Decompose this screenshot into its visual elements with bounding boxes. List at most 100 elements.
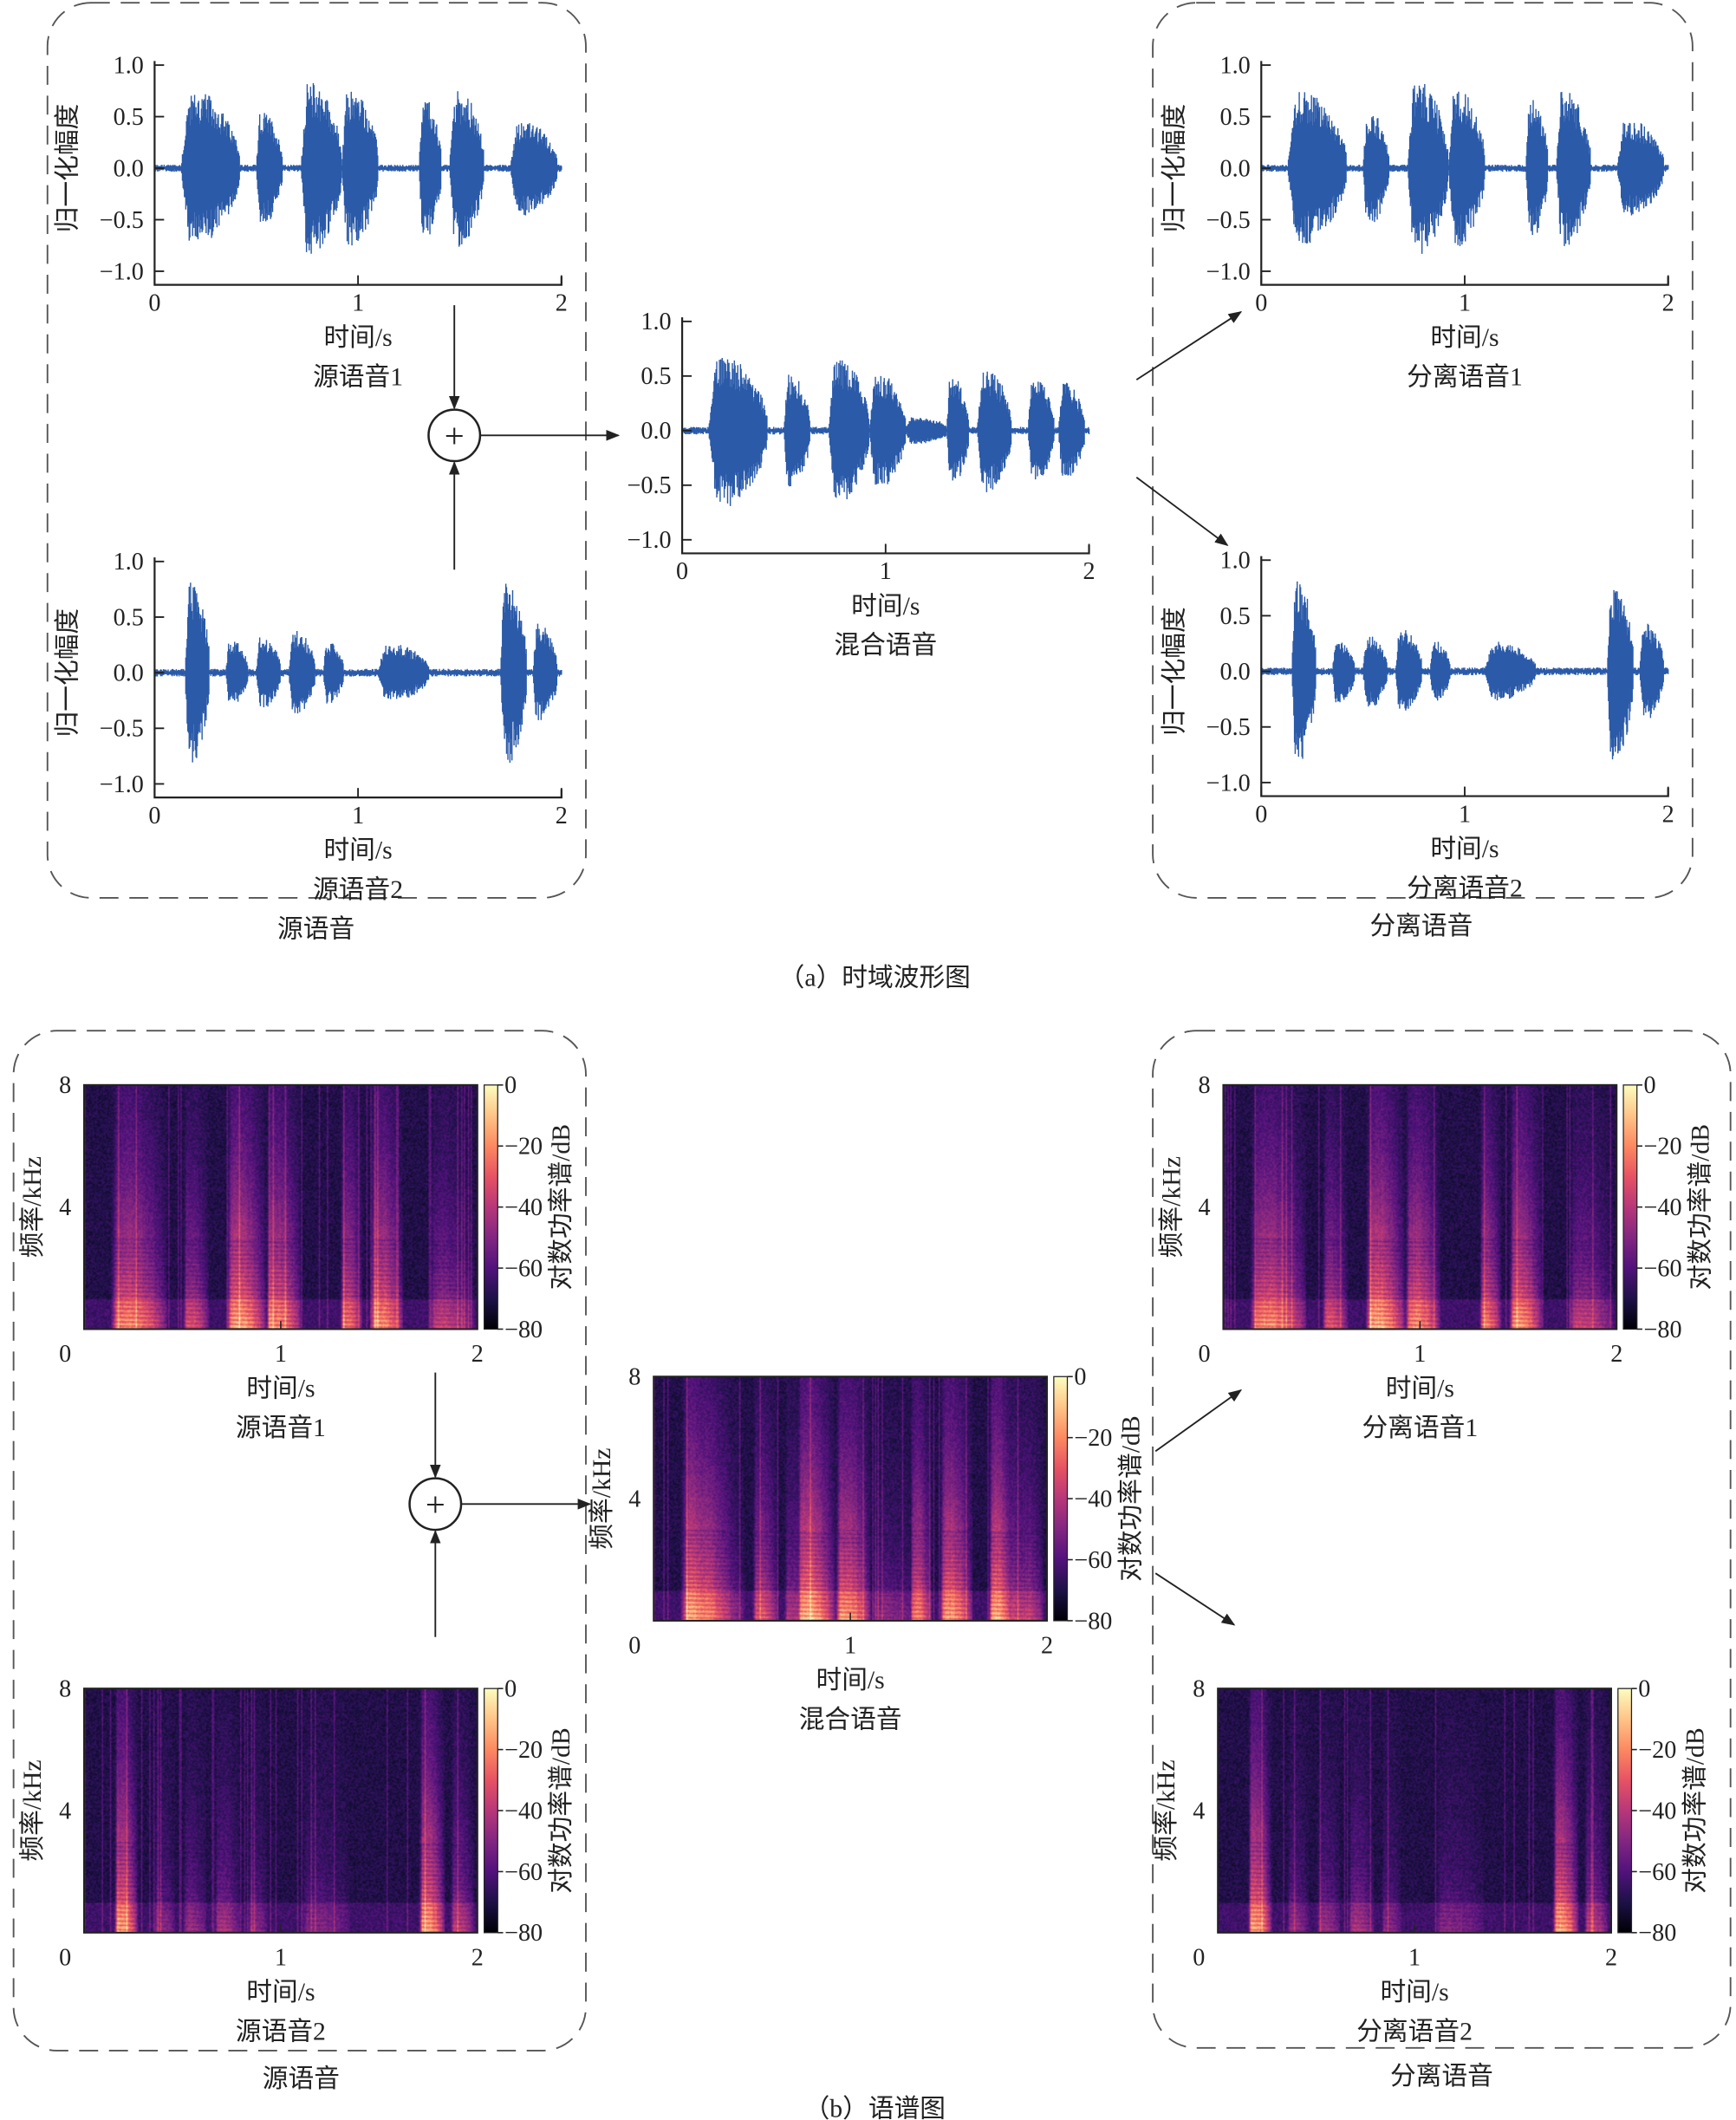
x-tick-label: 2 bbox=[471, 1944, 484, 1971]
panels: 1.00.50.0−0.5−1.00 1 2时间/s源语音1归一化幅度1.00.50… bbox=[18, 52, 1715, 2045]
x-tick-label: 0 bbox=[676, 558, 688, 585]
x-tick-label: 0 bbox=[59, 1341, 71, 1368]
x-axis-label: 时间/s bbox=[1430, 323, 1499, 352]
y-tick-label: 1.0 bbox=[1220, 52, 1251, 79]
source-group-box-b bbox=[12, 1030, 587, 2052]
x-tick-label: 1 bbox=[275, 1944, 287, 1971]
x-tick-label: 2 bbox=[1662, 801, 1674, 828]
colorbar bbox=[484, 1688, 498, 1934]
spectrogram-image bbox=[84, 1084, 478, 1330]
x-axis-label: 时间/s bbox=[323, 836, 392, 865]
colorbar-tick-label: −20 bbox=[1644, 1134, 1682, 1161]
spectrogram-frame bbox=[83, 1688, 478, 1934]
y-tick-label: 1.0 bbox=[114, 549, 144, 576]
colorbar-tick-label: −80 bbox=[1644, 1317, 1682, 1343]
arrow-mix-to-sep2-b bbox=[1154, 1572, 1236, 1626]
x-tick-label: 0 bbox=[1255, 801, 1267, 828]
x-tick-label: 0 bbox=[628, 1632, 640, 1659]
colorbar bbox=[484, 1084, 498, 1330]
colorbar bbox=[1617, 1688, 1633, 1934]
spectrogram-frame bbox=[1217, 1688, 1612, 1934]
colorbar-tick-label: −40 bbox=[1638, 1798, 1676, 1824]
y-tick-label: 0.0 bbox=[1220, 155, 1251, 182]
spectrogram-frame bbox=[83, 1083, 478, 1330]
panel-title: 分离语音1 bbox=[1407, 362, 1523, 391]
plus-icon: + bbox=[445, 416, 465, 455]
panel-title: 源语音2 bbox=[313, 875, 403, 904]
group-label-separated-b: 分离语音 bbox=[1390, 2062, 1493, 2091]
x-tick-label: 0 bbox=[1193, 1944, 1205, 1971]
panel-title: 分离语音2 bbox=[1356, 2017, 1473, 2045]
x-tick-label: 1 bbox=[844, 1632, 856, 1659]
colorbar-tick-label: 0 bbox=[1644, 1072, 1656, 1099]
y-axis-label: 频率/kHz bbox=[18, 1759, 47, 1861]
sum-node-a: + bbox=[427, 408, 482, 463]
x-tick-label: 0 bbox=[1199, 1341, 1211, 1368]
arrow-mix-to-sep1-a bbox=[1135, 311, 1243, 380]
x-tick-label: 1 bbox=[880, 558, 892, 585]
colorbar-label: 对数功率谱/dB bbox=[547, 1124, 575, 1291]
colorbar-tick-label: −60 bbox=[1638, 1859, 1676, 1886]
x-tick-label: 2 bbox=[1083, 558, 1095, 585]
colorbar-tick-label: −40 bbox=[504, 1798, 543, 1824]
separated-group-box-b bbox=[1152, 1030, 1732, 2049]
y-axis-label: 频率/kHz bbox=[588, 1447, 616, 1549]
y-tick-label: 8 bbox=[59, 1676, 71, 1703]
colorbar-label: 对数功率谱/dB bbox=[1116, 1415, 1145, 1582]
waveform-trace bbox=[681, 357, 1090, 506]
caption-b: （b）语谱图 bbox=[804, 2095, 946, 2120]
source-group-box-a bbox=[46, 2, 587, 899]
y-axis-label: 归一化幅度 bbox=[1161, 104, 1189, 233]
arrow-mix-to-sep2-a bbox=[1135, 477, 1229, 546]
y-tick-label: 8 bbox=[59, 1072, 71, 1099]
y-tick-label: −0.5 bbox=[100, 716, 144, 743]
panel-title: 分离语音1 bbox=[1362, 1414, 1478, 1442]
colorbar-tick-label: −60 bbox=[504, 1859, 543, 1886]
colorbar-tick-label: −40 bbox=[1074, 1486, 1112, 1512]
x-tick-label: 1 bbox=[352, 803, 364, 829]
x-tick-label: 0 bbox=[1255, 289, 1267, 316]
colorbar-tick-label: −80 bbox=[1074, 1608, 1112, 1635]
x-tick-label: 2 bbox=[1605, 1944, 1617, 1971]
y-tick-label: −1.0 bbox=[627, 527, 671, 554]
colorbar-tick-label: 0 bbox=[504, 1072, 517, 1099]
group-label-source-b: 源语音 bbox=[263, 2065, 340, 2093]
colorbar-tick-label: 0 bbox=[1074, 1364, 1086, 1391]
x-tick-label: 2 bbox=[1610, 1341, 1622, 1368]
waveform-panel-mix: 1.0 0.5 0.0 −0.5 −1.00 1 2 时间/s 混合语音 bbox=[627, 309, 1095, 660]
x-tick-label: 0 bbox=[148, 803, 160, 829]
y-tick-label: 0.0 bbox=[114, 155, 144, 182]
colorbar-label: 对数功率谱/dB bbox=[547, 1727, 575, 1894]
y-tick-label: 4 bbox=[628, 1486, 640, 1512]
x-tick-label: 1 bbox=[1459, 289, 1471, 316]
spectrogram-image bbox=[1223, 1084, 1617, 1330]
spectrogram-image bbox=[84, 1688, 478, 1933]
colorbar-tick-label: −80 bbox=[1638, 1920, 1676, 1947]
colorbar-tick-label: −40 bbox=[504, 1194, 543, 1221]
y-tick-label: 8 bbox=[1193, 1676, 1205, 1703]
colorbar-tick-label: −40 bbox=[1644, 1194, 1682, 1221]
spectrogram-image bbox=[653, 1376, 1048, 1621]
x-tick-label: 1 bbox=[1459, 801, 1471, 828]
y-tick-label: −0.5 bbox=[1206, 714, 1251, 741]
colorbar-tick-label: −60 bbox=[1074, 1547, 1112, 1574]
x-tick-label: 1 bbox=[352, 289, 364, 316]
x-tick-label: 1 bbox=[275, 1341, 287, 1368]
y-tick-label: 0.5 bbox=[114, 104, 144, 131]
y-tick-label: 4 bbox=[1199, 1194, 1211, 1221]
panel-title: 源语音2 bbox=[236, 2017, 326, 2045]
spectrogram-image bbox=[1218, 1688, 1611, 1933]
y-tick-label: −0.5 bbox=[100, 207, 144, 234]
colorbar-tick-label: −60 bbox=[1644, 1255, 1682, 1282]
sum-node-b: + bbox=[408, 1477, 463, 1531]
colorbar-tick-label: −80 bbox=[504, 1920, 543, 1947]
colorbar-label: 对数功率谱/dB bbox=[1681, 1727, 1709, 1894]
x-tick-label: 1 bbox=[1414, 1341, 1426, 1368]
y-tick-label: 0.0 bbox=[1220, 659, 1251, 686]
y-tick-label: 0.5 bbox=[640, 363, 671, 390]
y-axis-label: 频率/kHz bbox=[1152, 1759, 1180, 1861]
colorbar-label: 对数功率谱/dB bbox=[1687, 1124, 1715, 1291]
waveform-panel-sep2: 1.0 0.5 0.0 −0.5 −1.00 1 2 时间/s 分离语音2 归一化幅度 bbox=[1161, 548, 1674, 903]
